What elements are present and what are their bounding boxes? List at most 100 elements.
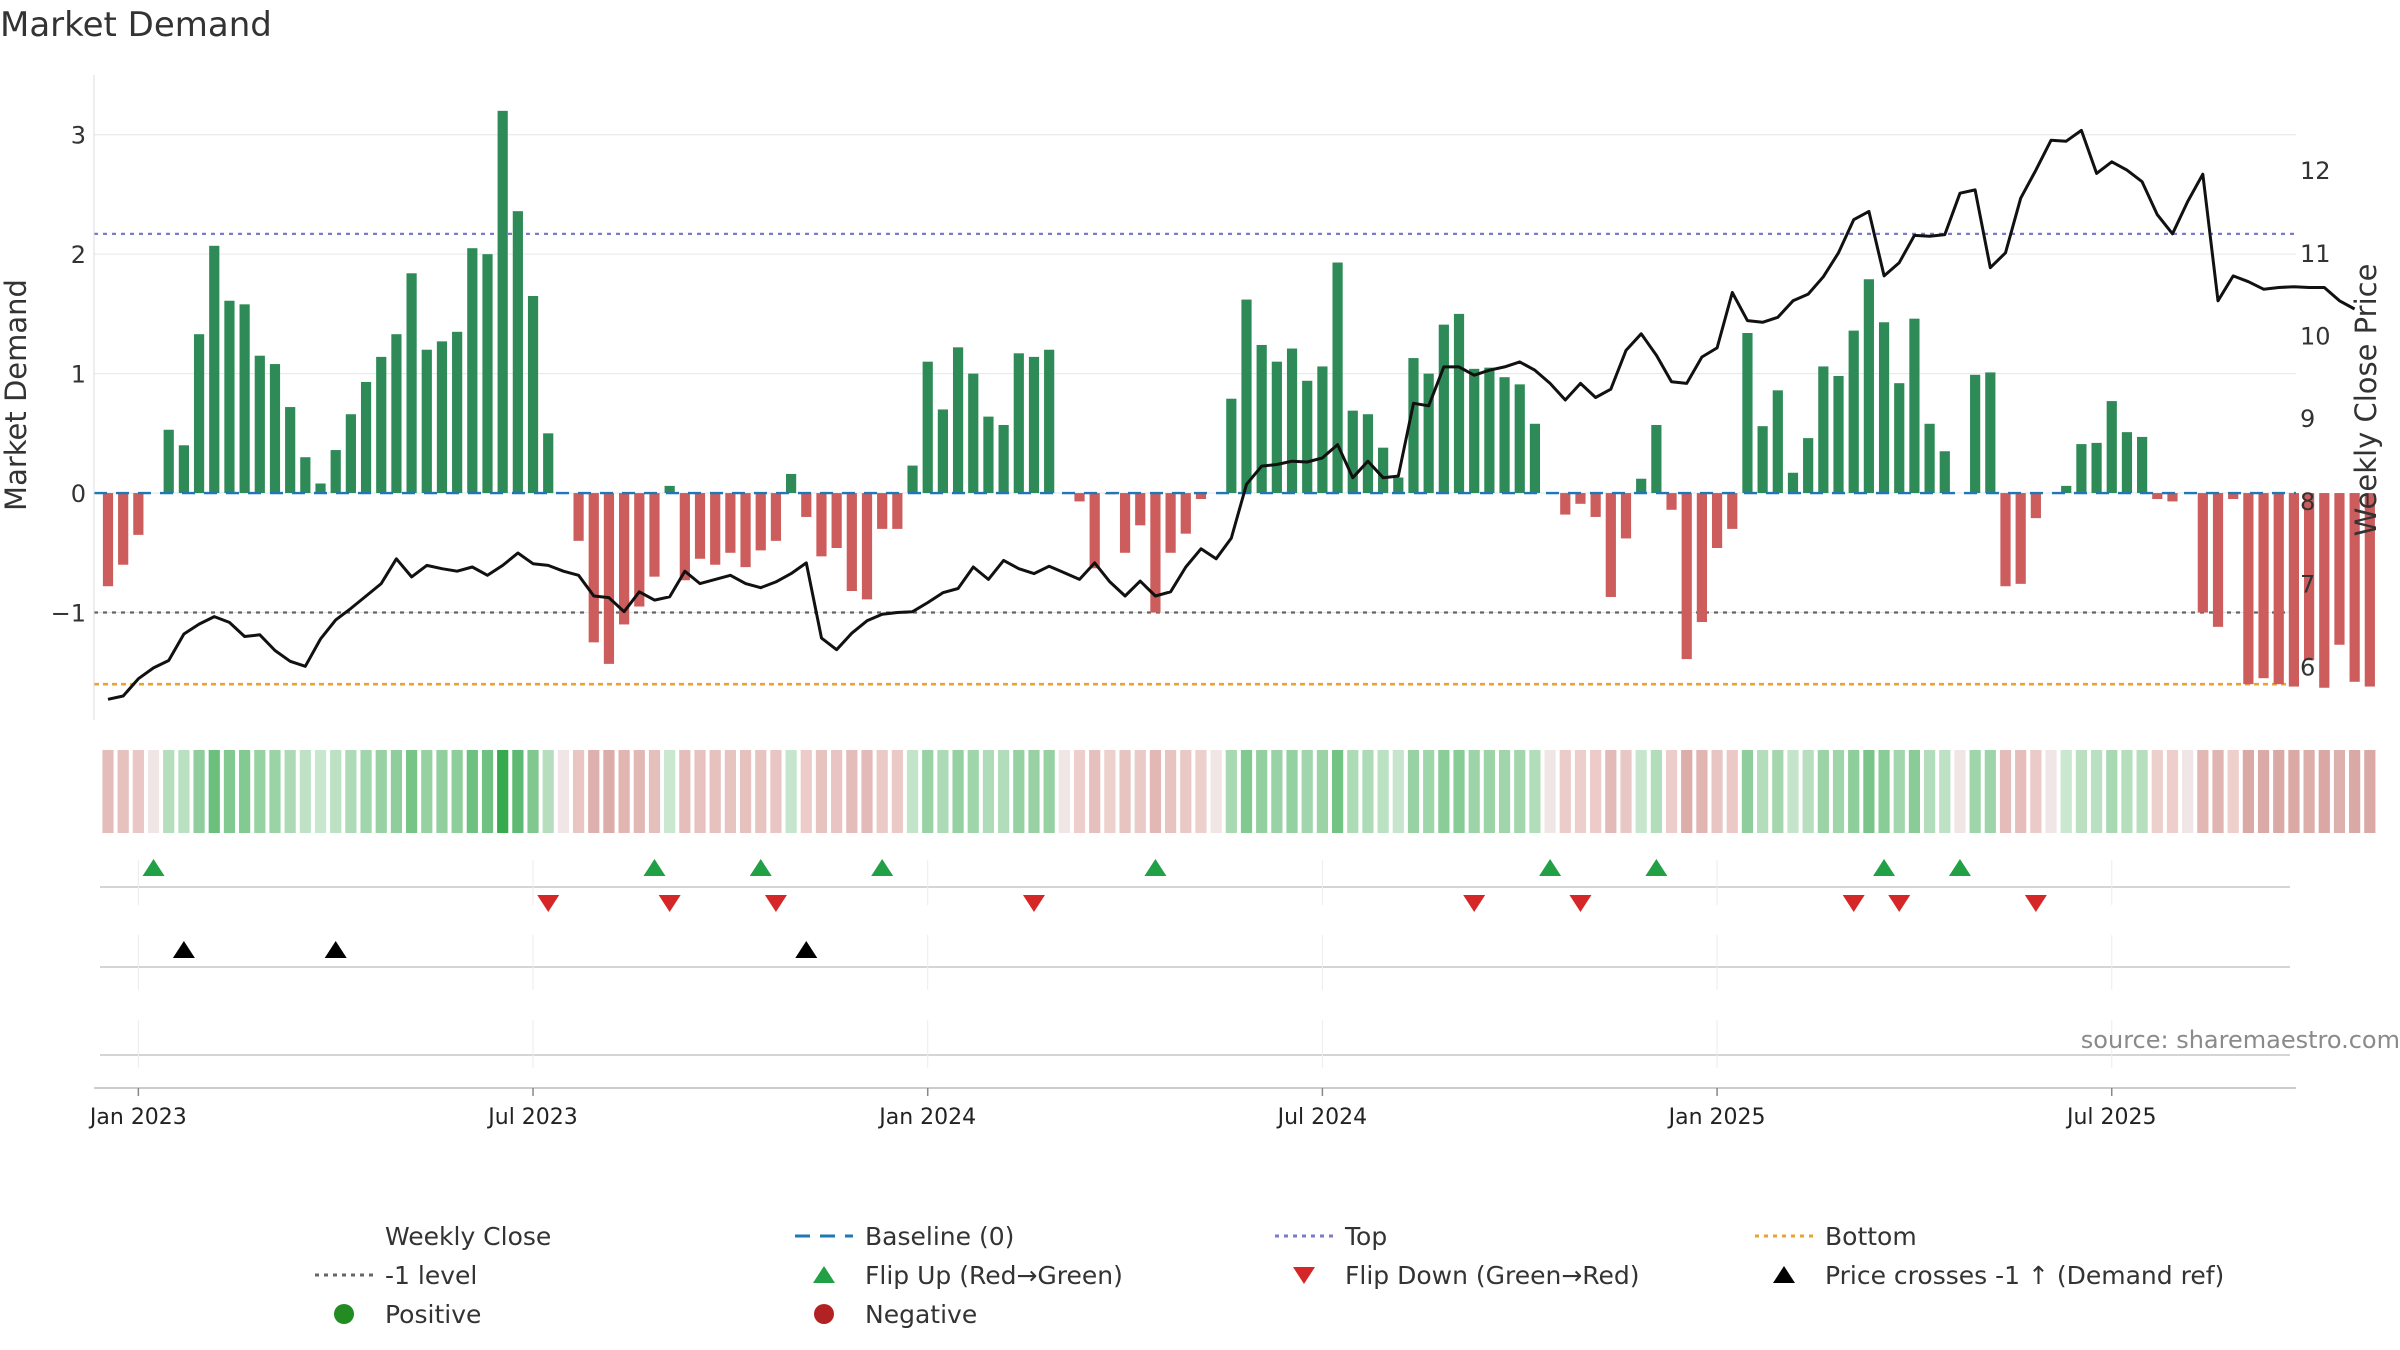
negative-bar	[1666, 493, 1677, 510]
positive-bar	[360, 381, 372, 494]
heat-cell	[1377, 750, 1389, 833]
x-tick-label: Jul 2023	[486, 1105, 578, 1130]
legend-label: Bottom	[1825, 1222, 1917, 1251]
heat-cell	[2060, 750, 2072, 833]
negative-bar	[2030, 493, 2041, 519]
heat-cell	[1878, 750, 1890, 833]
negative-bar	[1696, 493, 1707, 623]
right-axis: 6 7 8 9 10 11 12	[2300, 157, 2331, 681]
positive-bar	[1529, 423, 1541, 494]
heat-cell	[815, 750, 828, 833]
flip-up-marker	[1539, 859, 1562, 876]
flip-down-marker	[1569, 895, 1592, 912]
heat-cell	[2364, 750, 2376, 833]
flip-down-marker	[1842, 895, 1865, 912]
y-axis-label: Market Demand	[0, 279, 33, 511]
positive-bar	[1651, 424, 1662, 494]
legend-label: Price crosses -1 ↑ (Demand ref)	[1825, 1261, 2224, 1290]
heat-cell	[2257, 750, 2270, 833]
flip-down-marker	[537, 895, 560, 912]
y-tick-label: 2	[71, 241, 86, 269]
negative-bar	[770, 493, 782, 541]
positive-bar	[1772, 390, 1783, 494]
heat-cell	[1058, 750, 1070, 833]
heat-cell	[2182, 750, 2194, 833]
heat-cell	[1726, 750, 1738, 833]
positive-bar	[2121, 432, 2133, 494]
heat-cell	[1559, 750, 1571, 833]
heat-cell	[2015, 750, 2027, 833]
heat-cell	[360, 750, 372, 833]
positive-bar	[1271, 361, 1282, 494]
heat-cell	[876, 750, 888, 833]
negative-bar	[831, 493, 842, 548]
heat-cell	[1817, 750, 1829, 833]
positive-bar	[543, 433, 554, 494]
heat-cell	[330, 750, 342, 833]
heat-cell	[2151, 750, 2163, 833]
negative-bar	[1575, 493, 1586, 504]
negative-bar	[1195, 493, 1207, 500]
heat-cell	[299, 750, 311, 833]
positive-bar	[376, 356, 387, 494]
legend: Weekly Close Baseline (0) Top Bottom -1 leve…	[315, 1222, 2224, 1329]
heat-cell	[1939, 750, 1951, 833]
positive-bar	[1438, 324, 1449, 494]
positive-bar	[345, 414, 356, 494]
heat-cell	[2288, 750, 2300, 833]
heat-cell	[1605, 750, 1617, 833]
x-tick-label: Jan 2024	[877, 1105, 976, 1130]
positive-bar	[1909, 318, 1920, 494]
negative-bar	[755, 493, 766, 551]
negative-bar	[2288, 493, 2300, 687]
heat-cell	[1772, 750, 1784, 833]
negative-bar	[2258, 493, 2269, 679]
positive-bar	[1787, 472, 1799, 494]
negative-bar	[1711, 493, 1723, 548]
negative-bar	[118, 493, 129, 565]
positive-bar	[1499, 377, 1510, 494]
heat-cell	[421, 750, 433, 833]
positive-bar	[1848, 330, 1859, 494]
positive-bar	[1970, 374, 1981, 494]
heat-cell	[1165, 750, 1177, 833]
heat-cell	[755, 750, 767, 833]
y2-tick-label: 6	[2300, 653, 2315, 681]
heat-cell	[1210, 750, 1222, 833]
positive-bar	[482, 254, 493, 494]
heat-cell	[1696, 750, 1708, 833]
flip-up-marker	[1645, 859, 1668, 876]
legend-symbol	[813, 1266, 835, 1283]
positive-bar	[1453, 313, 1465, 494]
negative-bar	[619, 493, 630, 625]
heat-cell	[937, 750, 949, 833]
negative-bar	[1074, 493, 1085, 502]
left-axis: −1 0 1 2 3	[51, 75, 95, 720]
heat-cell	[1240, 750, 1253, 833]
heat-cell	[1028, 750, 1040, 833]
heat-cell	[694, 750, 706, 833]
heat-cell	[709, 750, 721, 833]
negative-bar	[2000, 493, 2011, 587]
y2-tick-label: 12	[2300, 157, 2331, 185]
positive-bar	[224, 300, 235, 494]
heat-cell	[2106, 750, 2118, 833]
negative-bar	[1165, 493, 1176, 553]
positive-bar	[2106, 401, 2117, 494]
weekly-close-line	[107, 128, 2356, 701]
heat-cell	[633, 750, 645, 833]
negative-bar	[694, 493, 706, 559]
heat-cell	[314, 750, 327, 833]
heat-cell	[922, 750, 934, 833]
positive-bar	[1742, 333, 1753, 494]
heat-cell	[1498, 750, 1511, 833]
positive-bar	[467, 248, 478, 494]
y2-tick-label: 8	[2300, 488, 2315, 516]
heat-cell	[1089, 750, 1101, 833]
legend-label: Baseline (0)	[865, 1222, 1014, 1251]
chart-title: Market Demand	[0, 5, 272, 45]
heat-cell	[1590, 750, 1602, 833]
heat-cell	[1999, 750, 2012, 833]
level-lines	[94, 232, 2296, 686]
